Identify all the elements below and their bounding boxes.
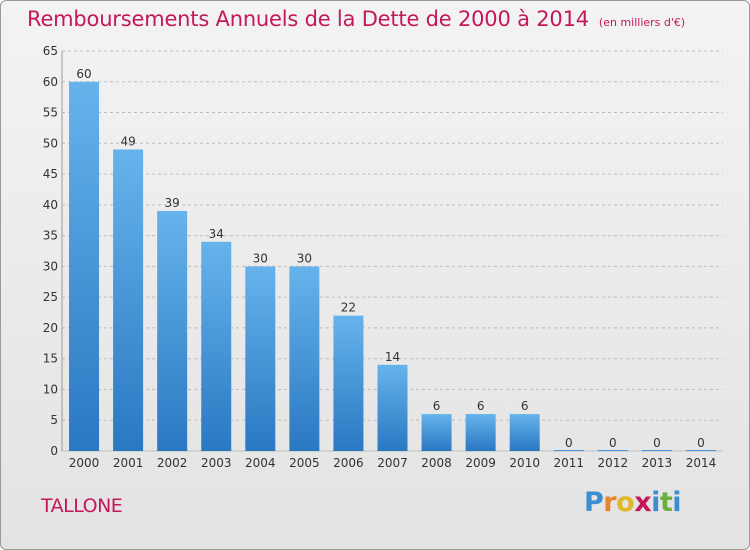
bar-value-label: 30 [297, 251, 312, 265]
bars-layer [69, 81, 716, 452]
y-tick-label: 15 [43, 352, 58, 366]
y-tick-label: 5 [50, 413, 58, 427]
bar-value-label: 0 [697, 436, 705, 450]
logo-letter: P [584, 487, 604, 518]
chart-title: Remboursements Annuels de la Dette de 20… [27, 7, 685, 31]
bar-value-label: 0 [609, 436, 617, 450]
bar-2010 [509, 414, 540, 451]
logo-letter: o [616, 487, 635, 518]
bar-2012 [597, 450, 628, 451]
bar-2013 [641, 450, 672, 451]
logo-letter: i [651, 487, 660, 518]
bar-value-label: 30 [253, 251, 268, 265]
bar-value-label: 49 [120, 134, 135, 148]
y-tick-label: 35 [43, 229, 58, 243]
labels-layer: 0510152025303540455055606560200049200139… [43, 44, 717, 470]
y-tick-label: 25 [43, 290, 58, 304]
bar-value-label: 0 [565, 436, 573, 450]
x-tick-label: 2006 [333, 456, 364, 470]
chart-title-text: Remboursements Annuels de la Dette de 20… [27, 7, 589, 31]
y-tick-label: 55 [43, 106, 58, 120]
commune-name: TALLONE [41, 495, 123, 517]
x-tick-label: 2004 [245, 456, 276, 470]
bar-2001 [113, 149, 144, 451]
bar-value-label: 0 [653, 436, 661, 450]
x-tick-label: 2002 [157, 456, 188, 470]
x-tick-label: 2009 [465, 456, 496, 470]
bar-2004 [245, 266, 276, 451]
y-tick-label: 0 [50, 444, 58, 458]
bar-value-label: 39 [165, 196, 180, 210]
x-tick-label: 2003 [201, 456, 232, 470]
bar-value-label: 6 [521, 399, 529, 413]
y-tick-label: 45 [43, 167, 58, 181]
bar-value-label: 6 [477, 399, 485, 413]
y-tick-label: 40 [43, 198, 58, 212]
bar-2000 [69, 81, 100, 452]
bar-value-label: 22 [341, 301, 356, 315]
logo-letter: x [634, 487, 652, 518]
bar-2008 [421, 414, 452, 451]
bar-2003 [201, 241, 232, 451]
logo-letter: r [603, 487, 617, 518]
chart-subtitle: (en milliers d'€) [598, 16, 686, 29]
bar-2002 [157, 211, 188, 451]
x-tick-label: 2005 [289, 456, 320, 470]
y-tick-label: 65 [43, 44, 58, 58]
x-tick-label: 2008 [421, 456, 452, 470]
bar-value-label: 60 [76, 67, 91, 81]
y-tick-label: 20 [43, 321, 58, 335]
x-tick-label: 2001 [113, 456, 144, 470]
bar-value-label: 34 [209, 227, 224, 241]
bar-value-label: 14 [385, 350, 400, 364]
x-tick-label: 2011 [553, 456, 584, 470]
y-tick-label: 30 [43, 259, 58, 273]
x-tick-label: 2013 [642, 456, 673, 470]
bar-2006 [333, 315, 364, 451]
x-tick-label: 2012 [598, 456, 629, 470]
bar-value-label: 6 [433, 399, 441, 413]
logo-letter: i [672, 487, 682, 518]
y-tick-label: 50 [43, 136, 58, 150]
bar-2005 [289, 266, 320, 451]
x-tick-label: 2007 [377, 456, 408, 470]
y-tick-label: 60 [43, 75, 58, 89]
proxiti-logo[interactable]: Proxiti [584, 487, 682, 518]
x-tick-label: 2010 [509, 456, 540, 470]
bar-2011 [553, 450, 584, 451]
y-tick-label: 10 [43, 382, 58, 396]
logo-letter: t [659, 487, 673, 518]
bar-2014 [685, 450, 716, 451]
bar-2009 [465, 414, 496, 451]
bar-2007 [377, 364, 408, 451]
x-tick-label: 2000 [69, 456, 100, 470]
x-tick-label: 2014 [686, 456, 717, 470]
